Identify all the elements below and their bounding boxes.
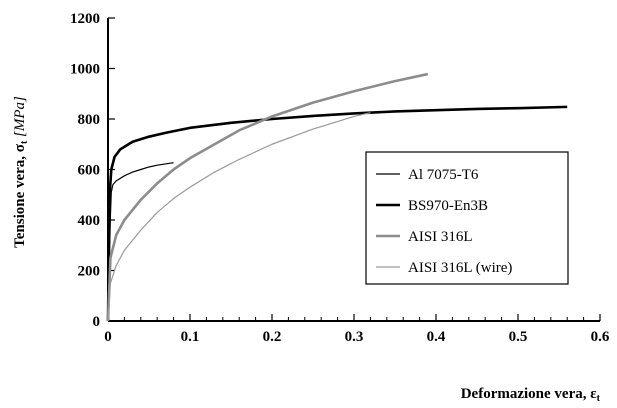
y-tick-label: 1200	[70, 11, 100, 27]
y-axis-title-unit: [MPa]	[12, 96, 28, 141]
series-line-4	[108, 113, 370, 321]
legend: Al 7075-T6 BS970-En3B AISI 316L AISI 316L (…	[366, 152, 568, 284]
legend-label: BS970-En3B	[408, 198, 488, 214]
x-tick-label: 0.2	[263, 329, 282, 345]
x-axis: 0 0.1 0.2 0.3 0.4 0.5 0.6	[104, 314, 610, 345]
x-tick-label: 0.1	[181, 329, 200, 345]
y-axis-title: Tensione vera, σt [MPa]	[12, 96, 30, 248]
x-tick-label: 0.3	[345, 329, 364, 345]
x-tick-label: 0	[104, 329, 112, 345]
y-tick-label: 600	[78, 163, 101, 179]
y-tick-label: 1000	[70, 62, 100, 78]
x-tick-label: 0.5	[509, 329, 528, 345]
legend-label: AISI 316L (wire)	[408, 260, 512, 276]
y-tick-label: 0	[93, 314, 101, 330]
x-tick-label: 0.4	[427, 329, 446, 345]
y-tick-label: 200	[78, 264, 101, 280]
y-tick-label: 800	[78, 112, 101, 128]
legend-label: AISI 316L	[408, 229, 473, 245]
series-line-1	[108, 163, 174, 321]
x-tick-label: 0.6	[591, 329, 610, 345]
y-tick-label: 400	[78, 213, 101, 229]
legend-label: Al 7075-T6	[408, 167, 479, 183]
x-axis-title-subscript: t	[597, 393, 601, 404]
x-axis-title: Deformazione vera, εt	[461, 386, 601, 404]
